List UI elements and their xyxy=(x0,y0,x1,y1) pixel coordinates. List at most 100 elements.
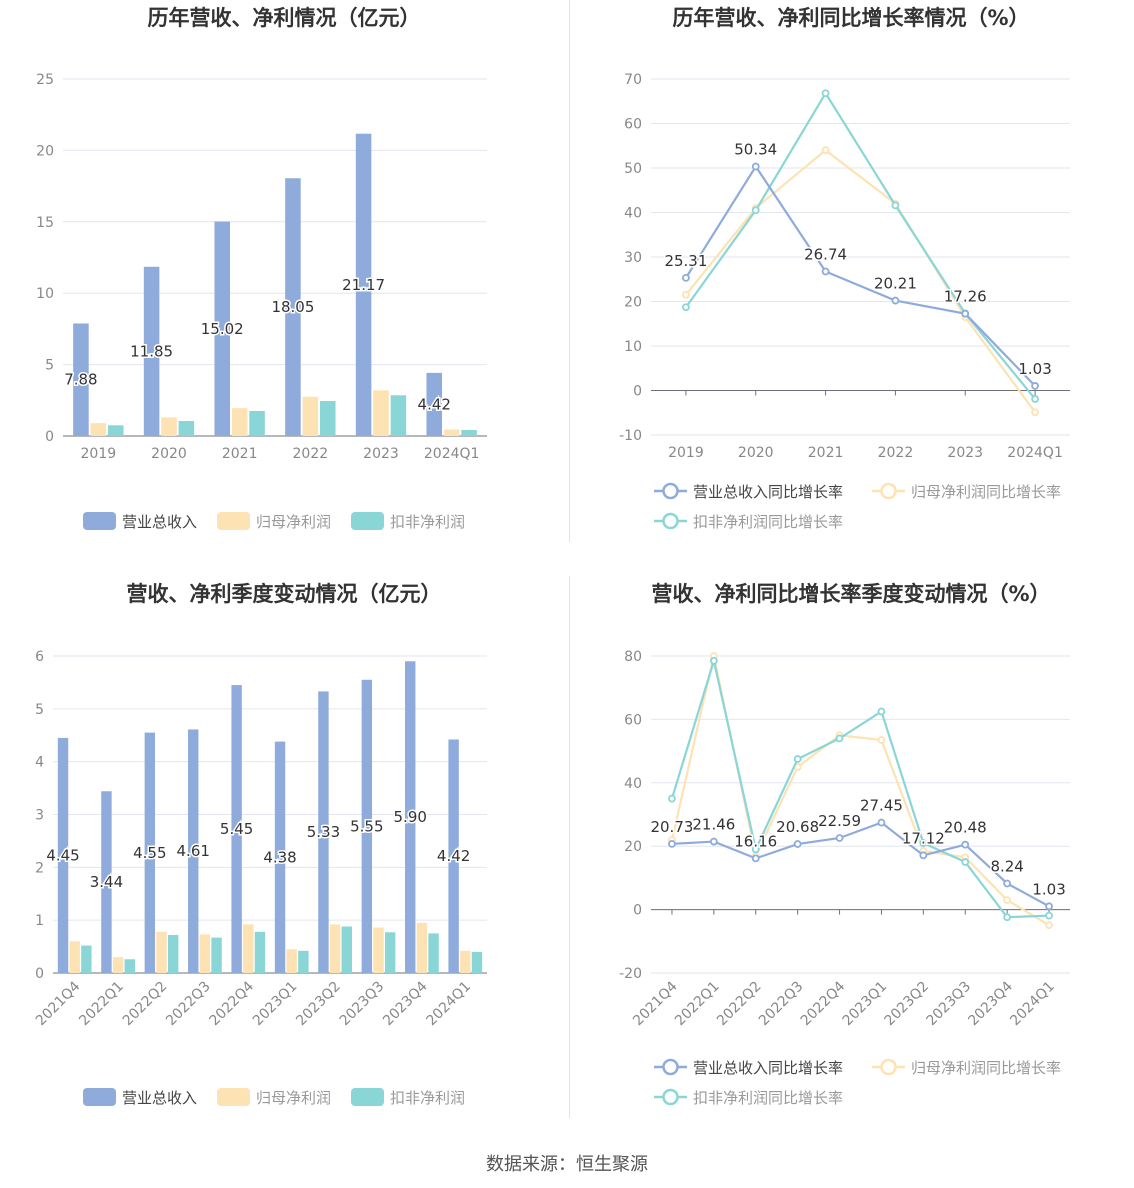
y-tick-label: 5 xyxy=(35,702,44,718)
net-profit-growth-point xyxy=(682,290,690,299)
legend-item-revenue[interactable]: 营业总收入同比增长率 xyxy=(654,482,843,501)
x-tick-label: 2022Q1 xyxy=(76,979,127,1030)
x-tick-label: 2022Q3 xyxy=(756,979,807,1030)
y-tick-label: 10 xyxy=(624,339,642,355)
revenue-growth-point xyxy=(682,273,690,282)
deducted-profit-growth-point xyxy=(751,845,760,854)
revenue-growth-data-label: 25.31 xyxy=(664,252,707,270)
deducted-profit-bar xyxy=(178,421,195,436)
net-profit-growth-point xyxy=(1003,896,1012,904)
revenue-growth-point xyxy=(821,267,830,276)
deducted-profit-growth-point xyxy=(1045,911,1053,920)
revenue-growth-data-label: 17.26 xyxy=(944,288,987,306)
revenue-growth-point xyxy=(1031,382,1039,390)
legend-label: 营业总收入 xyxy=(122,513,197,531)
legend-label: 营业总收入同比增长率 xyxy=(693,1059,843,1077)
x-tick-label: 2024Q1 xyxy=(424,979,475,1030)
legend-item-net-profit[interactable]: 归母净利润 xyxy=(217,512,331,531)
legend-item-deducted-profit[interactable]: 扣非净利润 xyxy=(351,512,465,531)
divider-bottom xyxy=(569,576,570,1118)
net-profit-bar xyxy=(373,927,384,973)
revenue-bar xyxy=(101,791,112,973)
x-tick-label: 2021 xyxy=(222,446,258,462)
x-tick-label: 2019 xyxy=(81,446,117,462)
y-tick-label: 3 xyxy=(35,808,44,824)
revenue-bar xyxy=(231,685,242,973)
revenue-growth-point xyxy=(891,296,900,305)
data-source-note: 数据来源：恒生聚源 xyxy=(486,1154,648,1175)
net-profit-bar xyxy=(90,423,107,436)
legend-item-revenue[interactable]: 营业总收入同比增长率 xyxy=(654,1058,843,1077)
legend-label: 扣非净利润 xyxy=(390,1089,465,1107)
y-tick-label: 10 xyxy=(36,286,54,302)
net-profit-growth-point xyxy=(821,146,830,155)
legend-item-net-profit[interactable]: 归母净利润 xyxy=(217,1088,331,1107)
legend-label: 营业总收入同比增长率 xyxy=(693,483,843,501)
x-tick-label: 2024Q1 xyxy=(424,446,480,462)
deducted-profit-bar xyxy=(341,926,352,973)
deducted-profit-growth-point xyxy=(891,201,900,210)
revenue-growth-data-label: 26.74 xyxy=(804,246,847,264)
deducted-profit-growth-point xyxy=(751,206,760,215)
deducted-profit-bar xyxy=(254,931,266,973)
annual-revenue-profit-chart: 历年营收、净利情况（亿元） 0 5 10 15 20 25 2019 2020 2021 2022 2… xyxy=(0,0,568,560)
deducted-profit-growth-point xyxy=(835,734,844,743)
revenue-growth-data-label: 16.16 xyxy=(734,832,777,850)
net-profit-growth-point xyxy=(877,736,886,744)
x-tick-label: 2020 xyxy=(151,446,187,462)
deducted-profit-growth-point xyxy=(682,303,690,312)
y-tick-label: 25 xyxy=(36,72,54,88)
x-tick-label: 2023Q1 xyxy=(250,979,301,1030)
y-tick-label: -10 xyxy=(619,428,642,444)
deducted-profit-bar xyxy=(390,395,407,436)
revenue-growth-point xyxy=(751,854,760,863)
deducted-profit-bar xyxy=(249,411,265,436)
revenue-growth-point xyxy=(877,818,886,827)
legend-item-revenue[interactable]: 营业总收入 xyxy=(83,1088,197,1107)
legend-item-revenue[interactable]: 营业总收入 xyxy=(83,512,197,531)
net-profit-bar xyxy=(156,931,167,973)
revenue-bar xyxy=(426,372,443,436)
legend-marker xyxy=(662,1058,679,1076)
revenue-growth-point xyxy=(961,840,970,849)
legend-item-net-profit[interactable]: 归母净利润同比增长率 xyxy=(872,482,1061,501)
revenue-bar xyxy=(318,691,329,973)
y-tick-label: 0 xyxy=(633,384,642,400)
deducted-profit-growth-point xyxy=(821,89,830,98)
deducted-profit-bar xyxy=(471,951,483,973)
legend-label: 归母净利润 xyxy=(256,1089,331,1107)
x-tick-label: 2022 xyxy=(878,445,914,461)
y-tick-label: 40 xyxy=(624,776,642,792)
deducted-profit-bar xyxy=(81,945,92,973)
revenue-growth-point xyxy=(668,839,676,848)
net-profit-bar xyxy=(460,950,471,973)
y-tick-label: 6 xyxy=(35,649,44,665)
y-tick-label: 50 xyxy=(624,161,642,177)
deducted-profit-growth-point xyxy=(793,755,802,763)
revenue-bar xyxy=(285,178,301,436)
legend-item-deducted-profit[interactable]: 扣非净利润 xyxy=(351,1088,465,1107)
legend-item-deducted-profit[interactable]: 扣非净利润同比增长率 xyxy=(654,512,843,531)
legend-label: 扣非净利润同比增长率 xyxy=(693,513,843,531)
net-profit-bar xyxy=(373,390,389,436)
net-profit-bar xyxy=(329,924,341,973)
x-tick-label: 2023Q4 xyxy=(380,978,431,1029)
legend-item-net-profit[interactable]: 归母净利润同比增长率 xyxy=(872,1058,1061,1077)
deducted-profit-growth-point xyxy=(1003,913,1012,922)
x-tick-label: 2023Q2 xyxy=(882,979,933,1030)
legend-swatch xyxy=(83,1088,116,1106)
legend-marker xyxy=(662,512,679,530)
legend-label: 归母净利润同比增长率 xyxy=(911,1059,1061,1077)
chart-svg: 历年营收、净利情况（亿元） 0 5 10 15 20 25 2019 2020 2021 2022 2… xyxy=(36,6,487,531)
legend-item-deducted-profit[interactable]: 扣非净利润同比增长率 xyxy=(654,1088,843,1107)
y-tick-label: 1 xyxy=(35,913,44,929)
quarterly-growth-rate-chart: 营收、净利同比增长率季度变动情况（%） -20 0 20 40 60 80 2021Q4 202… xyxy=(568,576,1134,1132)
deducted-profit-bar xyxy=(428,933,439,973)
revenue-data-label: 4.55 xyxy=(133,844,166,862)
revenue-growth-line xyxy=(671,821,1050,908)
legend-swatch xyxy=(83,512,116,530)
revenue-data-label: 4.61 xyxy=(177,842,210,860)
deducted-profit-growth-point xyxy=(919,839,928,847)
revenue-data-label: 5.90 xyxy=(394,808,427,826)
y-tick-label: 2 xyxy=(35,860,44,876)
